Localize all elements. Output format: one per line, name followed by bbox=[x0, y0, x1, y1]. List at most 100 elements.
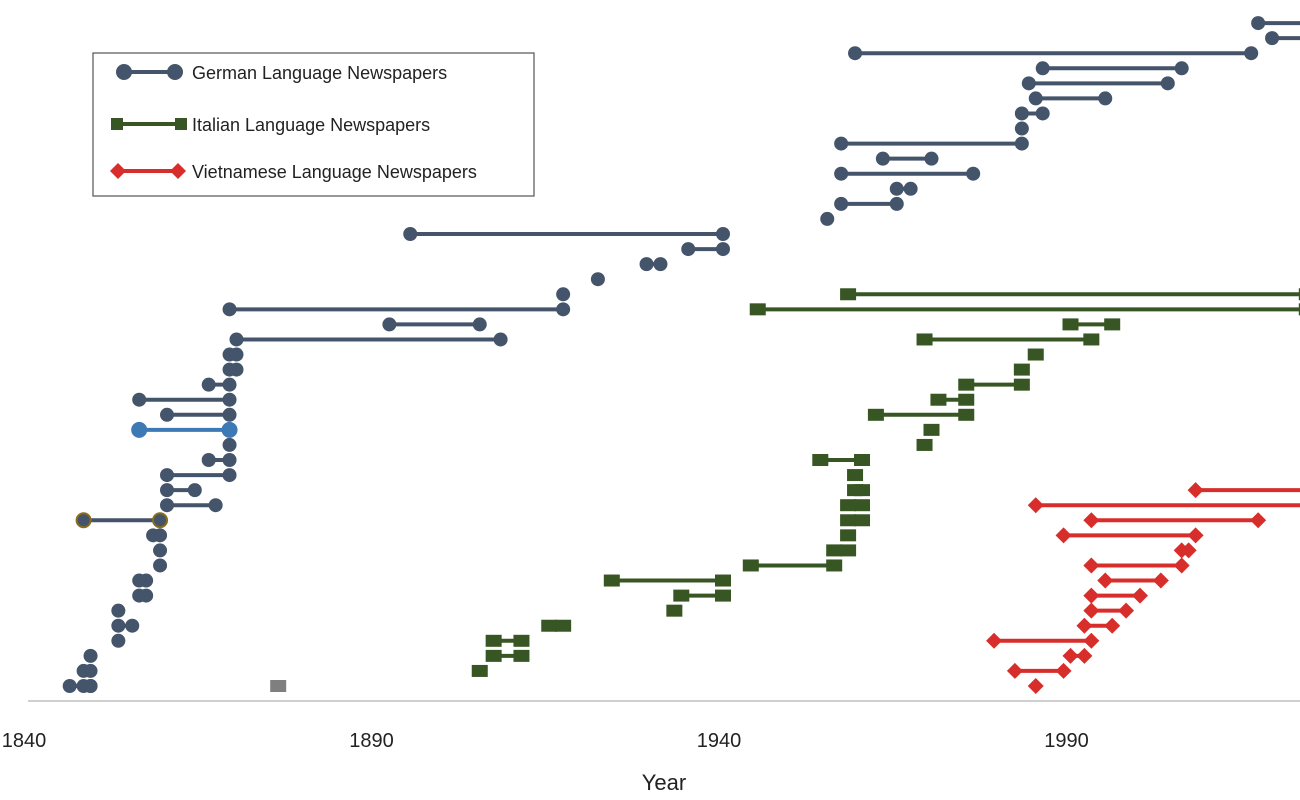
legend-marker bbox=[111, 118, 123, 130]
x-tick-label: 1890 bbox=[349, 730, 394, 752]
interval-end-marker bbox=[1035, 106, 1050, 121]
interval-end-marker bbox=[1014, 136, 1029, 151]
interval-start-marker bbox=[847, 469, 864, 482]
interval-end-marker bbox=[513, 634, 530, 647]
interval-start-marker bbox=[1027, 497, 1044, 514]
interval-end-marker bbox=[1250, 512, 1267, 529]
interval-start-marker bbox=[1076, 617, 1093, 634]
interval-start-marker bbox=[681, 242, 696, 257]
interval-end-marker bbox=[715, 589, 731, 602]
legend: German Language Newspapers Italian Langua… bbox=[92, 52, 535, 197]
interval-start-marker bbox=[222, 437, 237, 452]
interval-end-marker bbox=[716, 227, 730, 241]
interval-start-marker bbox=[132, 392, 147, 407]
interval-end-marker bbox=[966, 166, 981, 181]
interval-end-marker bbox=[653, 257, 668, 272]
interval-end-marker bbox=[840, 544, 857, 557]
legend-marker bbox=[110, 163, 126, 179]
interval-start-marker bbox=[485, 634, 502, 647]
interval-end-marker bbox=[139, 573, 154, 588]
interval-start-marker bbox=[867, 408, 884, 421]
interval-end-marker bbox=[229, 362, 244, 377]
series-italian bbox=[270, 288, 1300, 692]
interval-start-marker bbox=[834, 136, 849, 151]
interval-end-marker bbox=[854, 499, 870, 512]
interval-start-marker bbox=[840, 514, 857, 527]
interval-start-marker bbox=[1027, 348, 1044, 361]
interval-end-marker bbox=[1244, 46, 1259, 61]
x-axis-title: Year bbox=[642, 770, 686, 795]
interval-end-marker bbox=[222, 468, 237, 483]
legend-item-vietnamese: Vietnamese Language Newspapers bbox=[110, 162, 477, 182]
interval-end-marker bbox=[1160, 76, 1175, 91]
interval-start-marker bbox=[111, 603, 126, 618]
interval-start-marker bbox=[1062, 318, 1079, 331]
legend-label: German Language Newspapers bbox=[192, 63, 447, 83]
interval-start-marker bbox=[160, 468, 174, 483]
interval-start-marker bbox=[986, 632, 1003, 649]
interval-start-marker bbox=[160, 407, 174, 422]
series-german bbox=[62, 16, 1300, 693]
interval-start-marker bbox=[1265, 31, 1280, 46]
interval-start-marker bbox=[222, 302, 237, 317]
interval-start-marker bbox=[1062, 647, 1079, 664]
interval-start-marker bbox=[111, 633, 126, 648]
legend-item-italian: Italian Language Newspapers bbox=[111, 115, 430, 135]
interval-start-marker bbox=[1027, 678, 1044, 694]
interval-start-marker bbox=[153, 558, 168, 573]
interval-end-marker bbox=[153, 528, 168, 543]
x-axis-ticks: 1840 1890 1940 1990 bbox=[2, 730, 1089, 752]
interval-start-marker bbox=[556, 287, 571, 302]
interval-end-marker bbox=[222, 392, 237, 407]
interval-end-marker bbox=[924, 151, 939, 166]
legend-marker bbox=[175, 118, 187, 130]
interval-start-marker bbox=[603, 574, 620, 587]
x-tick-label: 1940 bbox=[697, 730, 742, 752]
interval-start-marker bbox=[826, 544, 843, 557]
interval-start-marker bbox=[673, 589, 690, 602]
interval-end-marker bbox=[1104, 318, 1121, 331]
legend-marker bbox=[116, 64, 132, 80]
legend-marker bbox=[170, 163, 186, 179]
interval-start-marker bbox=[1251, 16, 1266, 31]
interval-end-marker bbox=[958, 393, 975, 406]
interval-end-marker bbox=[493, 332, 508, 347]
interval-start-marker bbox=[1028, 91, 1043, 106]
interval-end-marker bbox=[208, 498, 223, 513]
interval-start-marker bbox=[812, 454, 829, 466]
interval-start-marker bbox=[840, 499, 857, 512]
interval-start-marker bbox=[958, 378, 975, 391]
x-tick-label: 1840 bbox=[2, 730, 47, 752]
interval-start-marker bbox=[160, 483, 174, 498]
interval-end-marker bbox=[903, 181, 918, 196]
interval-start-marker bbox=[83, 648, 98, 663]
interval-start-marker bbox=[131, 421, 148, 438]
interval-end-marker bbox=[222, 453, 237, 467]
interval-start-marker bbox=[916, 438, 933, 451]
interval-start-marker bbox=[590, 272, 605, 287]
interval-end-marker bbox=[1098, 91, 1113, 106]
interval-end-marker bbox=[889, 196, 904, 211]
interval-end-marker bbox=[1298, 303, 1300, 316]
interval-end-marker bbox=[716, 242, 730, 257]
interval-start-marker bbox=[382, 317, 397, 332]
interval-start-marker bbox=[1013, 363, 1030, 376]
interval-start-marker bbox=[153, 543, 168, 558]
interval-start-marker bbox=[834, 166, 849, 181]
interval-end-marker bbox=[229, 347, 244, 362]
legend-marker bbox=[167, 64, 183, 80]
legend-item-german: German Language Newspapers bbox=[116, 63, 447, 83]
interval-start-marker bbox=[840, 529, 857, 542]
interval-start-marker bbox=[749, 303, 766, 316]
interval-end-marker bbox=[556, 302, 571, 317]
interval-start-marker bbox=[1083, 512, 1100, 529]
interval-end-marker bbox=[222, 377, 237, 392]
interval-end-marker bbox=[513, 649, 530, 662]
interval-start-marker bbox=[201, 377, 216, 392]
interval-start-marker bbox=[916, 333, 933, 346]
interval-start-marker bbox=[75, 512, 92, 529]
interval-end-marker bbox=[1083, 632, 1100, 649]
interval-start-marker bbox=[1006, 662, 1023, 679]
interval-start-marker bbox=[875, 151, 890, 166]
interval-start-marker bbox=[1097, 572, 1114, 589]
